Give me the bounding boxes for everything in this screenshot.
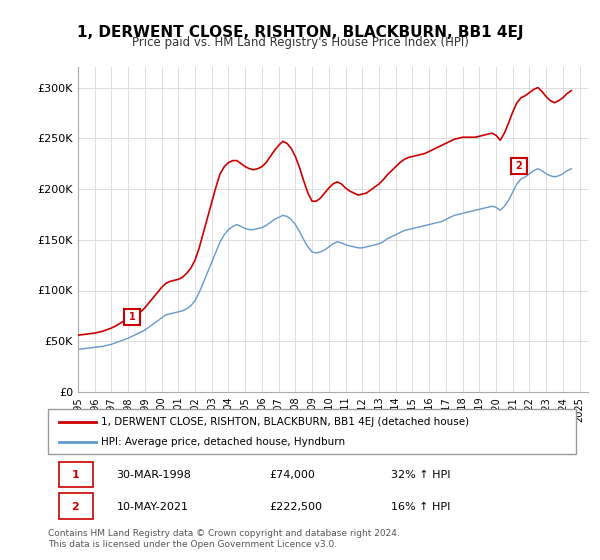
FancyBboxPatch shape <box>59 493 93 519</box>
Text: 2: 2 <box>515 161 522 171</box>
Text: 1, DERWENT CLOSE, RISHTON, BLACKBURN, BB1 4EJ: 1, DERWENT CLOSE, RISHTON, BLACKBURN, BB… <box>77 25 523 40</box>
Text: HPI: Average price, detached house, Hyndburn: HPI: Average price, detached house, Hynd… <box>101 437 345 447</box>
Text: £74,000: £74,000 <box>270 470 316 480</box>
Text: £222,500: £222,500 <box>270 502 323 512</box>
Text: 1: 1 <box>71 470 79 480</box>
Text: 16% ↑ HPI: 16% ↑ HPI <box>391 502 451 512</box>
Text: 1: 1 <box>129 312 136 322</box>
Text: Contains HM Land Registry data © Crown copyright and database right 2024.
This d: Contains HM Land Registry data © Crown c… <box>48 529 400 549</box>
Text: Price paid vs. HM Land Registry's House Price Index (HPI): Price paid vs. HM Land Registry's House … <box>131 36 469 49</box>
FancyBboxPatch shape <box>59 462 93 487</box>
FancyBboxPatch shape <box>48 409 576 454</box>
Text: 32% ↑ HPI: 32% ↑ HPI <box>391 470 451 480</box>
Text: 1, DERWENT CLOSE, RISHTON, BLACKBURN, BB1 4EJ (detached house): 1, DERWENT CLOSE, RISHTON, BLACKBURN, BB… <box>101 417 469 427</box>
Text: 30-MAR-1998: 30-MAR-1998 <box>116 470 191 480</box>
Text: 2: 2 <box>71 502 79 512</box>
Text: 10-MAY-2021: 10-MAY-2021 <box>116 502 188 512</box>
